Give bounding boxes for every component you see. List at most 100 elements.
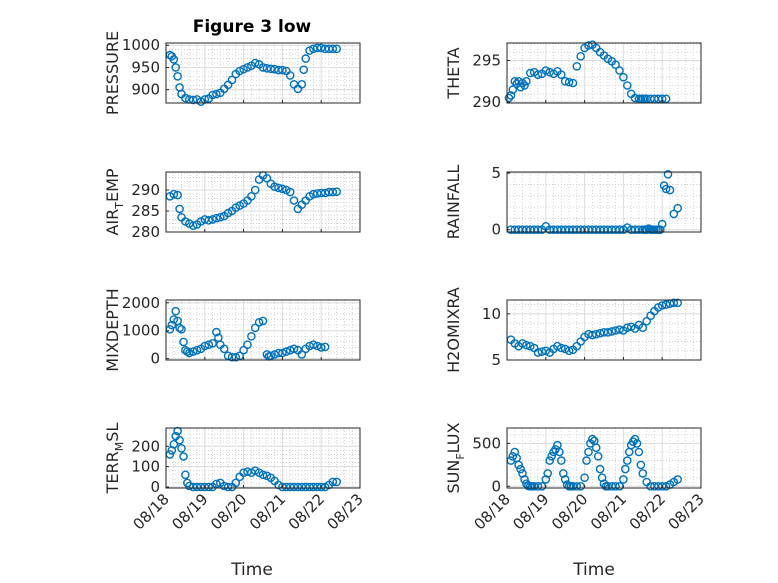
x-tick-label: 08/21 bbox=[246, 490, 289, 533]
data-point bbox=[274, 183, 283, 193]
data-point bbox=[212, 89, 221, 99]
data-point bbox=[258, 63, 268, 72]
data-point bbox=[200, 341, 210, 351]
data-point bbox=[543, 469, 553, 478]
axes-frame bbox=[165, 42, 361, 104]
x-tick-label: 08/21 bbox=[587, 490, 630, 533]
y-tick-label: 1000 bbox=[122, 322, 160, 340]
data-point bbox=[673, 203, 683, 213]
data-point bbox=[564, 346, 574, 356]
data-point bbox=[541, 66, 551, 75]
data-point bbox=[516, 82, 525, 92]
data-point bbox=[642, 316, 652, 326]
data-point bbox=[541, 475, 551, 484]
subplot-6: 5 10 H2OMIXRA bbox=[444, 287, 702, 373]
data-point bbox=[219, 481, 229, 491]
data-point bbox=[169, 439, 179, 449]
data-point bbox=[239, 345, 248, 355]
y-axis-label: SUNFLUX bbox=[444, 422, 467, 493]
data-point bbox=[661, 94, 671, 104]
data-point bbox=[673, 298, 683, 308]
data-point bbox=[274, 348, 283, 358]
data-point bbox=[661, 184, 671, 194]
data-point bbox=[258, 316, 268, 326]
data-point bbox=[533, 481, 543, 491]
data-point bbox=[309, 189, 318, 199]
data-point bbox=[623, 456, 632, 465]
data-point bbox=[665, 185, 675, 195]
x-tick-label: 08/19 bbox=[168, 490, 211, 533]
data-point bbox=[632, 439, 642, 448]
data-point bbox=[533, 348, 543, 357]
data-point bbox=[619, 72, 628, 82]
axes-frame bbox=[506, 42, 702, 104]
data-point bbox=[611, 60, 620, 69]
x-tick-label: 08/20 bbox=[207, 490, 250, 533]
data-point bbox=[657, 301, 667, 310]
data-point bbox=[250, 58, 260, 68]
data-point bbox=[557, 343, 566, 353]
data-point bbox=[250, 185, 260, 195]
data-point bbox=[243, 63, 252, 72]
y-tick-label: 900 bbox=[131, 81, 160, 99]
data-point bbox=[328, 44, 338, 54]
data-point bbox=[320, 342, 330, 352]
y-tick-label: 0 bbox=[150, 478, 160, 496]
y-tick-label: 280 bbox=[131, 223, 160, 241]
subplot-3: 280 285 290 AIRTEMP bbox=[103, 168, 361, 241]
y-tick-label: 0 bbox=[150, 350, 160, 368]
data-point bbox=[621, 464, 630, 474]
data-point bbox=[167, 320, 177, 330]
data-point bbox=[177, 443, 186, 453]
data-point bbox=[557, 456, 566, 465]
y-tick-label: 0 bbox=[491, 221, 501, 239]
data-point bbox=[328, 477, 338, 487]
data-point bbox=[169, 55, 179, 64]
data-point bbox=[520, 81, 529, 90]
data-point bbox=[278, 65, 287, 75]
y-axis-label: RAINFALL bbox=[444, 165, 463, 240]
data-point bbox=[572, 62, 582, 71]
data-point bbox=[518, 78, 527, 88]
data-point bbox=[231, 478, 241, 488]
data-point bbox=[611, 481, 620, 491]
y-tick-label: 5 bbox=[491, 164, 501, 182]
data-point bbox=[270, 350, 279, 359]
data-point bbox=[580, 473, 589, 483]
data-point bbox=[309, 340, 318, 350]
data-point bbox=[181, 470, 190, 480]
data-point bbox=[301, 54, 311, 63]
y-axis-label: H2OMIXRA bbox=[444, 287, 463, 373]
data-point bbox=[175, 323, 184, 333]
y-tick-label: 290 bbox=[131, 181, 160, 199]
data-point bbox=[169, 189, 179, 199]
data-point bbox=[278, 184, 287, 194]
data-point bbox=[177, 324, 186, 334]
data-point bbox=[510, 77, 520, 86]
data-point bbox=[557, 70, 566, 79]
data-point bbox=[297, 350, 307, 359]
data-point bbox=[266, 64, 276, 74]
data-point bbox=[584, 447, 593, 457]
data-point bbox=[250, 323, 260, 333]
y-tick-label: 1000 bbox=[122, 36, 160, 54]
data-point bbox=[227, 75, 237, 85]
data-point bbox=[533, 225, 543, 234]
data-point bbox=[175, 204, 184, 214]
data-point bbox=[171, 306, 180, 316]
data-point bbox=[638, 323, 648, 333]
data-point bbox=[504, 93, 514, 103]
axes-frame bbox=[165, 171, 361, 233]
data-point bbox=[657, 219, 667, 229]
y-axis-label: PRESSURE bbox=[103, 31, 122, 115]
data-point bbox=[545, 456, 555, 465]
data-point bbox=[208, 215, 217, 224]
data-point bbox=[669, 298, 679, 308]
data-point bbox=[281, 347, 291, 356]
data-point bbox=[208, 338, 217, 348]
